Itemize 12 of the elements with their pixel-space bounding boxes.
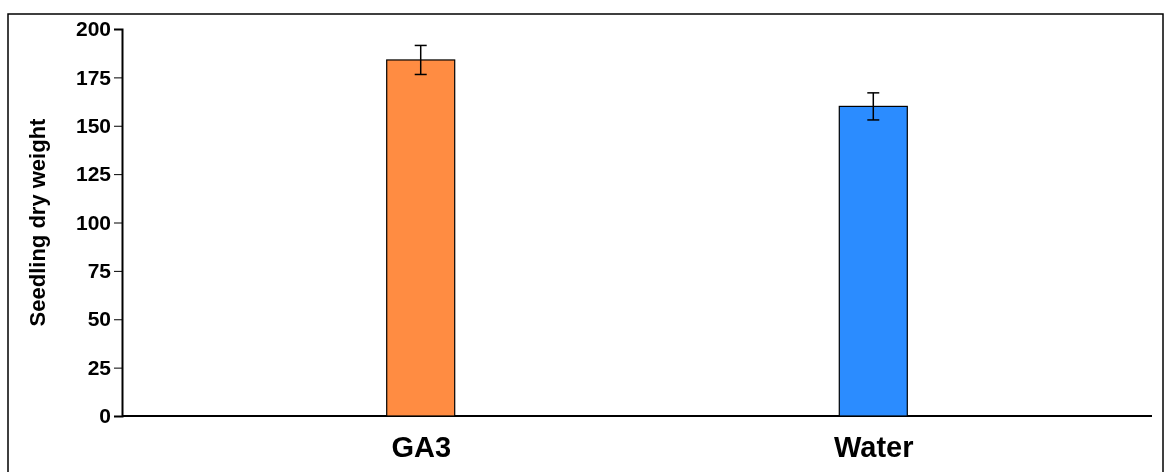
y-tick-label: 125 <box>75 162 112 186</box>
y-tick-label: 150 <box>75 113 111 137</box>
x-tick-label: Water <box>834 430 914 463</box>
y-tick-label: 75 <box>87 259 112 283</box>
y-axis-title: Seedling dry weight <box>25 117 50 327</box>
y-tick-label: 175 <box>75 65 112 89</box>
y-tick-label: 200 <box>75 17 111 41</box>
y-tick-label: 100 <box>75 210 111 234</box>
x-tick-label: GA3 <box>391 430 452 463</box>
y-tick-label: 50 <box>87 307 111 331</box>
y-tick-label: 0 <box>99 404 111 428</box>
y-tick-label: 25 <box>87 355 112 379</box>
